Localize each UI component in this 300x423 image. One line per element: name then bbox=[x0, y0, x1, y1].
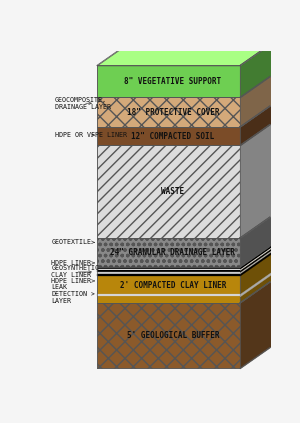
Text: GEOTEXTILE: GEOTEXTILE bbox=[52, 239, 94, 245]
Text: HDPE LINER: HDPE LINER bbox=[52, 260, 94, 266]
Text: WASTE: WASTE bbox=[161, 187, 184, 196]
Text: HDPE OR VFPE LINER: HDPE OR VFPE LINER bbox=[55, 132, 127, 138]
Text: 18" PROTECTIVE COVER: 18" PROTECTIVE COVER bbox=[127, 107, 219, 117]
Text: 2' COMPACTED CLAY LINER: 2' COMPACTED CLAY LINER bbox=[120, 280, 226, 289]
Text: 5' GEOLOGICAL BUFFER: 5' GEOLOGICAL BUFFER bbox=[127, 331, 219, 340]
Text: GEOSYNTHETIC
CLAY LINER: GEOSYNTHETIC CLAY LINER bbox=[52, 266, 100, 278]
Text: HDPE LINER: HDPE LINER bbox=[52, 278, 94, 284]
Text: 8" VEGETATIVE SUPPORT: 8" VEGETATIVE SUPPORT bbox=[124, 77, 221, 86]
Text: 24" GRANULAR DRAINAGE LAYER: 24" GRANULAR DRAINAGE LAYER bbox=[110, 248, 236, 257]
Text: 12" COMPACTED SOIL: 12" COMPACTED SOIL bbox=[131, 132, 214, 140]
Text: LEAK
DETECTION
LAYER: LEAK DETECTION LAYER bbox=[52, 284, 94, 304]
Text: GEOCOMPOSITE,
DRAINAGE LAYER: GEOCOMPOSITE, DRAINAGE LAYER bbox=[55, 97, 111, 110]
